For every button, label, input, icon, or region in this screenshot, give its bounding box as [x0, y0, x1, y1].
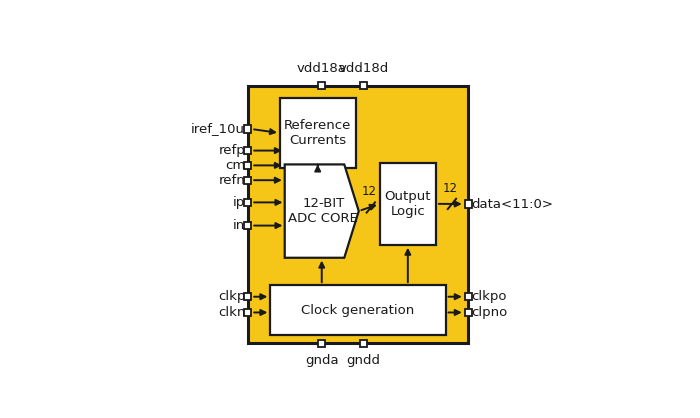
Bar — [248, 86, 468, 343]
Text: vdd18a: vdd18a — [297, 62, 346, 75]
Text: Reference
Currents: Reference Currents — [284, 119, 351, 147]
Text: iref_10u: iref_10u — [191, 122, 245, 135]
Text: gndd: gndd — [346, 354, 381, 367]
Text: clkpo: clkpo — [471, 290, 506, 303]
Bar — [244, 147, 251, 154]
Bar — [360, 339, 367, 347]
Bar — [360, 82, 367, 89]
Bar — [318, 82, 326, 89]
Text: clkn: clkn — [218, 306, 245, 319]
Text: data<11:0>: data<11:0> — [471, 198, 553, 211]
Bar — [244, 309, 251, 316]
Bar — [465, 201, 472, 208]
Bar — [244, 222, 251, 229]
Bar — [280, 99, 356, 168]
Bar — [244, 199, 251, 206]
Bar — [318, 339, 326, 347]
Bar — [244, 293, 251, 300]
Text: clkp: clkp — [218, 290, 245, 303]
Text: in: in — [233, 219, 245, 232]
Text: 12-BIT
ADC CORE: 12-BIT ADC CORE — [288, 197, 358, 225]
Text: refp: refp — [218, 144, 245, 157]
Bar — [244, 162, 251, 169]
Text: cm: cm — [225, 159, 245, 172]
Text: gnda: gnda — [305, 354, 339, 367]
Bar — [465, 293, 472, 300]
Text: refn: refn — [218, 174, 245, 187]
Text: clpno: clpno — [471, 306, 507, 319]
Text: 12: 12 — [443, 182, 458, 195]
Text: ip: ip — [233, 196, 245, 209]
Bar — [244, 177, 251, 184]
Polygon shape — [285, 164, 358, 258]
Text: 12: 12 — [362, 186, 377, 199]
Bar — [244, 125, 251, 133]
Bar — [270, 285, 446, 335]
Bar — [379, 163, 436, 245]
Bar — [465, 309, 472, 316]
Text: Clock generation: Clock generation — [301, 303, 414, 316]
Text: vdd18d: vdd18d — [339, 62, 389, 75]
Text: Output
Logic: Output Logic — [384, 190, 431, 218]
